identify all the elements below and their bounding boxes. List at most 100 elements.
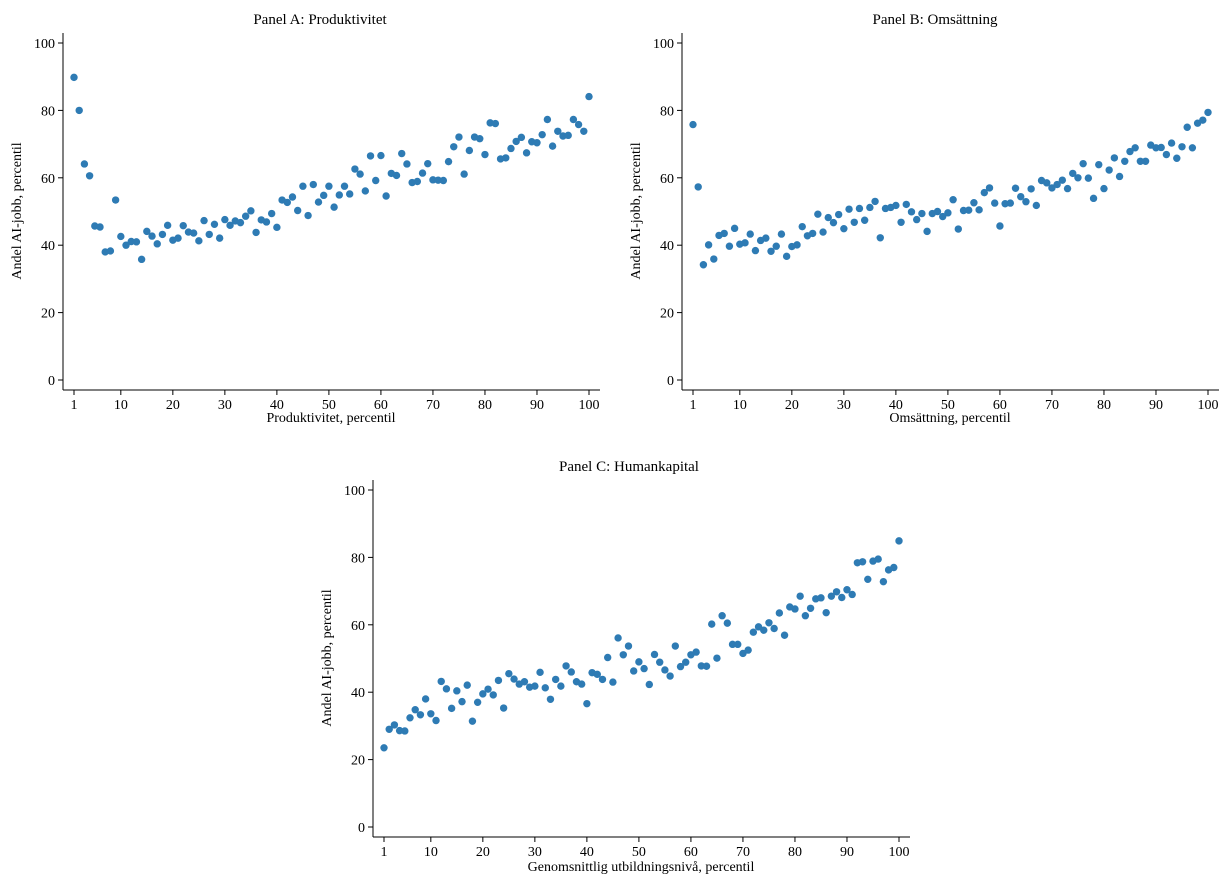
panel-a-title: Panel A: Produktivitet xyxy=(253,12,387,28)
panel-b-point xyxy=(710,255,718,263)
panel-c-point xyxy=(531,682,539,690)
panel-a-point xyxy=(460,170,468,178)
panel-a-point xyxy=(580,127,588,135)
panel-b-point xyxy=(704,241,713,249)
panel-b-point xyxy=(1131,144,1139,152)
panel-a-point xyxy=(200,216,208,225)
panel-c-point xyxy=(780,631,789,639)
panel-c-y-tick-label: 80 xyxy=(351,551,365,566)
panel-b-point xyxy=(1043,179,1051,187)
panel-b-point xyxy=(1017,192,1025,201)
panel-c-point xyxy=(822,608,830,617)
panel-c-x-tick-label: 70 xyxy=(736,845,750,860)
panel-a-y-tick-label: 40 xyxy=(41,239,55,254)
panel-c-point xyxy=(864,575,872,584)
panel-a-x-tick-label: 20 xyxy=(166,398,180,413)
panel-b-point xyxy=(1095,160,1103,169)
panel-b-y-ticks: 0 20 40 60 80 100 xyxy=(653,37,682,389)
panel-a-point xyxy=(465,146,474,155)
panel-a-point xyxy=(273,223,281,232)
panel-b-point xyxy=(1063,184,1072,193)
panel-a-point xyxy=(117,232,125,241)
panel-b-point xyxy=(975,206,983,214)
panel-a-point xyxy=(111,196,120,204)
panel-a-point xyxy=(398,149,406,158)
panel-a-point xyxy=(361,187,370,195)
panel-a-point xyxy=(158,230,167,239)
panel-b-point xyxy=(762,234,770,242)
panel-a-point xyxy=(205,230,213,239)
panel-b-point xyxy=(1136,157,1145,165)
panel-b-point xyxy=(824,213,832,222)
panel-c-x-tick-label: 80 xyxy=(788,845,802,860)
panel-a-point xyxy=(455,133,463,141)
panel-b-point xyxy=(777,230,786,238)
panel-c-point xyxy=(832,588,841,596)
panel-c-y-tick-label: 0 xyxy=(358,821,365,836)
panel-c-point xyxy=(619,651,627,659)
panel-b-point xyxy=(1006,199,1015,207)
panel-b-point xyxy=(746,230,754,238)
panel-c-point xyxy=(661,666,669,674)
panel-c-point xyxy=(843,586,851,594)
panel-a-point xyxy=(75,106,83,115)
panel-b-y-axis-label: Andel AI-jobb, percentil xyxy=(629,142,644,279)
panel-b-point xyxy=(834,210,843,219)
panel-b-point xyxy=(1141,157,1150,165)
panel-b-point xyxy=(892,201,900,210)
panel-a-point xyxy=(267,209,276,218)
panel-c-x-tick-label: 90 xyxy=(840,845,854,860)
panel-b-point xyxy=(985,184,994,192)
panel-c-x-tick-label: 60 xyxy=(684,845,698,860)
panel-b-x-tick-label: 10 xyxy=(733,398,747,413)
panel-b-point xyxy=(1110,154,1119,162)
panel-a-point xyxy=(252,228,260,237)
panel-a-point xyxy=(236,218,245,227)
panel-c-point xyxy=(432,716,440,725)
panel-a-point xyxy=(424,159,432,168)
panel-b-x-ticks: 1 10 20 30 40 50 60 70 80 90 100 xyxy=(690,390,1219,413)
panel-b-point xyxy=(1157,143,1165,152)
panel-c-point xyxy=(890,563,898,572)
panel-b-point xyxy=(1053,180,1061,189)
panel-b-point xyxy=(1178,143,1186,151)
panel-c-point xyxy=(635,658,643,666)
panel-a-point xyxy=(174,234,182,242)
panel-b-point xyxy=(970,199,978,207)
panel-c-point xyxy=(577,680,586,688)
panel-c-x-tick-label: 30 xyxy=(528,845,542,860)
panel-a-point xyxy=(418,169,427,177)
panel-c-point xyxy=(708,620,716,628)
panel-c-point xyxy=(458,697,466,706)
panel-b-point xyxy=(980,188,989,197)
panel-a-point xyxy=(247,207,255,215)
panel-b-point xyxy=(720,229,728,238)
panel-c-point xyxy=(447,704,456,713)
panel-a-point xyxy=(340,182,349,190)
panel-a-point xyxy=(132,238,141,246)
panel-c-point xyxy=(390,721,399,729)
panel-b-point xyxy=(938,212,947,221)
panel-a-point xyxy=(153,240,161,248)
panel-c-point xyxy=(551,675,560,684)
panel-a-point xyxy=(163,221,172,230)
panel-a-point xyxy=(325,182,333,190)
panel-c-title: Panel C: Humankapital xyxy=(559,459,699,475)
panel-c-point xyxy=(489,691,497,699)
panel-a-point xyxy=(522,149,531,157)
panel-b-point xyxy=(1027,185,1035,193)
panel-c-y-axis-label: Andel AI-jobb, percentil xyxy=(320,589,335,726)
panel-c-y-tick-label: 60 xyxy=(351,619,365,634)
panel-a-x-axis-label: Produktivitet, percentil xyxy=(266,411,395,426)
panel-a-y-ticks: 0 20 40 60 80 100 xyxy=(34,37,63,389)
panel-a-point xyxy=(403,160,411,168)
panel-b-point xyxy=(1204,108,1212,117)
panel-b-point xyxy=(689,120,697,129)
panel-c-point xyxy=(770,624,778,633)
panel-a-point xyxy=(476,135,484,143)
panel-b-x-tick-label: 100 xyxy=(1198,398,1219,413)
panel-a-point xyxy=(148,232,156,240)
panel-c-point xyxy=(838,593,846,602)
panel-b-point xyxy=(808,229,817,238)
panel-c-point xyxy=(453,687,461,695)
